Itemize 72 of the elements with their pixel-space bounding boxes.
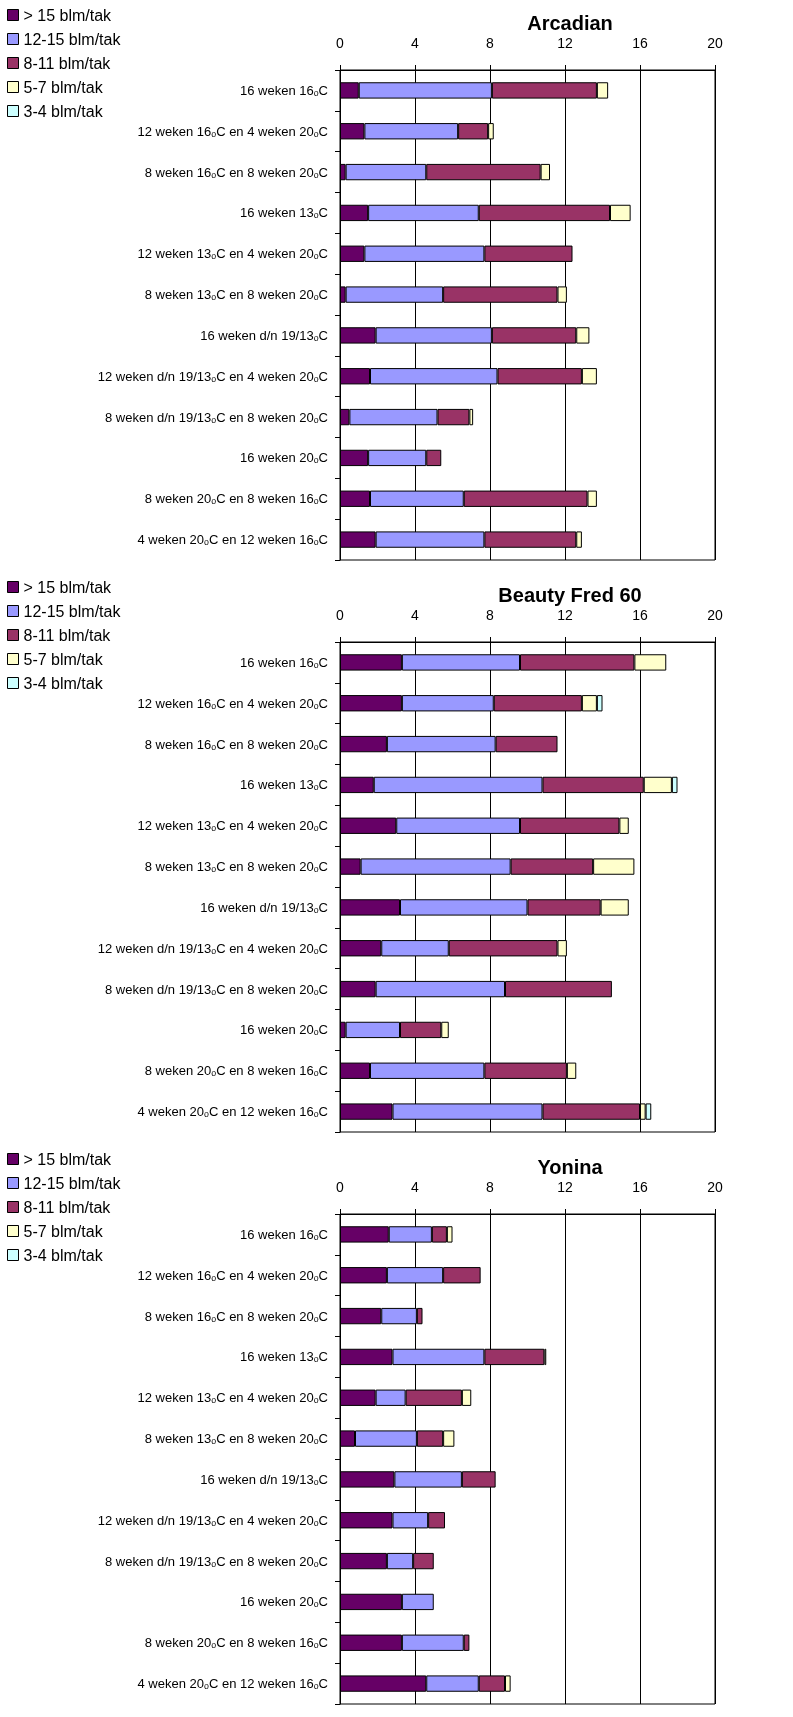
y-tick-label: 8 weken 16ₒC en 8 weken 20ₒC bbox=[144, 1308, 328, 1324]
x-tick-label: 4 bbox=[411, 607, 420, 623]
y-tick-label: 16 weken 16ₒC bbox=[239, 1226, 328, 1242]
y-tick-label: 4 weken 20ₒC en 12 weken 16ₒC bbox=[137, 1104, 328, 1120]
y-tick-label: 8 weken 13ₒC en 8 weken 20ₒC bbox=[144, 1431, 328, 1447]
legend-label: > 15 blm/tak bbox=[23, 6, 113, 24]
legend-label: 8-11 blm/tak bbox=[23, 54, 112, 72]
y-tick-label: 16 weken 16ₒC bbox=[239, 82, 328, 98]
legend-label: > 15 blm/tak bbox=[23, 1150, 113, 1168]
y-tick-label: 16 weken d/n 19/13ₒC bbox=[200, 1471, 328, 1487]
y-tick-label: 16 weken 13ₒC bbox=[239, 1349, 328, 1365]
x-tick-label: 8 bbox=[486, 607, 495, 623]
legend-label: 12-15 blm/tak bbox=[23, 602, 122, 620]
x-tick-label: 20 bbox=[707, 35, 723, 51]
x-tick-label: 16 bbox=[632, 1179, 648, 1195]
x-tick-label: 12 bbox=[557, 1179, 573, 1195]
y-tick-label: 12 weken 16ₒC en 4 weken 20ₒC bbox=[137, 123, 328, 139]
y-tick-label: 8 weken 20ₒC en 8 weken 16ₒC bbox=[144, 491, 328, 507]
legend-label: 12-15 blm/tak bbox=[23, 30, 122, 48]
y-tick-label: 8 weken d/n 19/13ₒC en 8 weken 20ₒC bbox=[104, 409, 328, 425]
y-tick-label: 16 weken d/n 19/13ₒC bbox=[200, 899, 328, 915]
legend-label: 5-7 blm/tak bbox=[23, 1222, 104, 1240]
legend-label: 5-7 blm/tak bbox=[23, 650, 104, 668]
y-tick-label: 12 weken 13ₒC en 4 weken 20ₒC bbox=[137, 246, 328, 262]
y-tick-label: 16 weken 20ₒC bbox=[239, 1594, 328, 1610]
y-tick-label: 12 weken d/n 19/13ₒC en 4 weken 20ₒC bbox=[97, 1512, 328, 1528]
y-tick-label: 8 weken d/n 19/13ₒC en 8 weken 20ₒC bbox=[104, 1553, 328, 1569]
legend-label: > 15 blm/tak bbox=[23, 578, 113, 596]
legend-label: 3-4 blm/tak bbox=[23, 1246, 104, 1264]
x-tick-label: 0 bbox=[336, 607, 345, 623]
x-tick-label: 4 bbox=[411, 1179, 420, 1195]
y-tick-label: 4 weken 20ₒC en 12 weken 16ₒC bbox=[137, 1676, 328, 1692]
x-tick-label: 20 bbox=[707, 1179, 723, 1195]
y-tick-label: 8 weken 20ₒC en 8 weken 16ₒC bbox=[144, 1635, 328, 1651]
x-tick-label: 16 bbox=[632, 35, 648, 51]
x-tick-label: 12 bbox=[557, 35, 573, 51]
y-tick-label: 12 weken 13ₒC en 4 weken 20ₒC bbox=[137, 818, 328, 834]
x-tick-label: 0 bbox=[336, 35, 345, 51]
y-tick-label: 16 weken 20ₒC bbox=[239, 1022, 328, 1038]
y-tick-label: 8 weken d/n 19/13ₒC en 8 weken 20ₒC bbox=[104, 981, 328, 997]
chart-title: Beauty Fred 60 bbox=[498, 584, 642, 606]
legend-label: 8-11 blm/tak bbox=[23, 1198, 112, 1216]
y-tick-label: 8 weken 13ₒC en 8 weken 20ₒC bbox=[144, 859, 328, 875]
y-tick-label: 12 weken 16ₒC en 4 weken 20ₒC bbox=[137, 1267, 328, 1283]
x-tick-label: 20 bbox=[707, 607, 723, 623]
x-tick-label: 8 bbox=[486, 35, 495, 51]
chart-title: Yonina bbox=[537, 1156, 604, 1178]
legend-label: 8-11 blm/tak bbox=[23, 626, 112, 644]
legend-label: 12-15 blm/tak bbox=[23, 1174, 122, 1192]
y-tick-label: 16 weken 16ₒC bbox=[239, 654, 328, 670]
y-tick-label: 8 weken 16ₒC en 8 weken 20ₒC bbox=[144, 164, 328, 180]
y-tick-label: 12 weken d/n 19/13ₒC en 4 weken 20ₒC bbox=[97, 368, 328, 384]
y-tick-label: 16 weken 13ₒC bbox=[239, 777, 328, 793]
x-tick-label: 0 bbox=[336, 1179, 345, 1195]
y-tick-label: 8 weken 13ₒC en 8 weken 20ₒC bbox=[144, 287, 328, 303]
y-tick-label: 12 weken 13ₒC en 4 weken 20ₒC bbox=[137, 1390, 328, 1406]
x-tick-label: 4 bbox=[411, 35, 420, 51]
y-tick-label: 12 weken 16ₒC en 4 weken 20ₒC bbox=[137, 695, 328, 711]
y-tick-label: 16 weken 20ₒC bbox=[239, 450, 328, 466]
legend-label: 3-4 blm/tak bbox=[23, 102, 104, 120]
x-tick-label: 8 bbox=[486, 1179, 495, 1195]
x-tick-label: 16 bbox=[632, 607, 648, 623]
y-tick-label: 8 weken 20ₒC en 8 weken 16ₒC bbox=[144, 1063, 328, 1079]
y-tick-label: 16 weken d/n 19/13ₒC bbox=[200, 327, 328, 343]
legend-label: 5-7 blm/tak bbox=[23, 78, 104, 96]
y-tick-label: 12 weken d/n 19/13ₒC en 4 weken 20ₒC bbox=[97, 940, 328, 956]
x-tick-label: 12 bbox=[557, 607, 573, 623]
y-tick-label: 16 weken 13ₒC bbox=[239, 205, 328, 221]
legend-label: 3-4 blm/tak bbox=[23, 674, 104, 692]
y-tick-label: 4 weken 20ₒC en 12 weken 16ₒC bbox=[137, 532, 328, 548]
chart-title: Arcadian bbox=[527, 12, 613, 34]
y-tick-label: 8 weken 16ₒC en 8 weken 20ₒC bbox=[144, 736, 328, 752]
